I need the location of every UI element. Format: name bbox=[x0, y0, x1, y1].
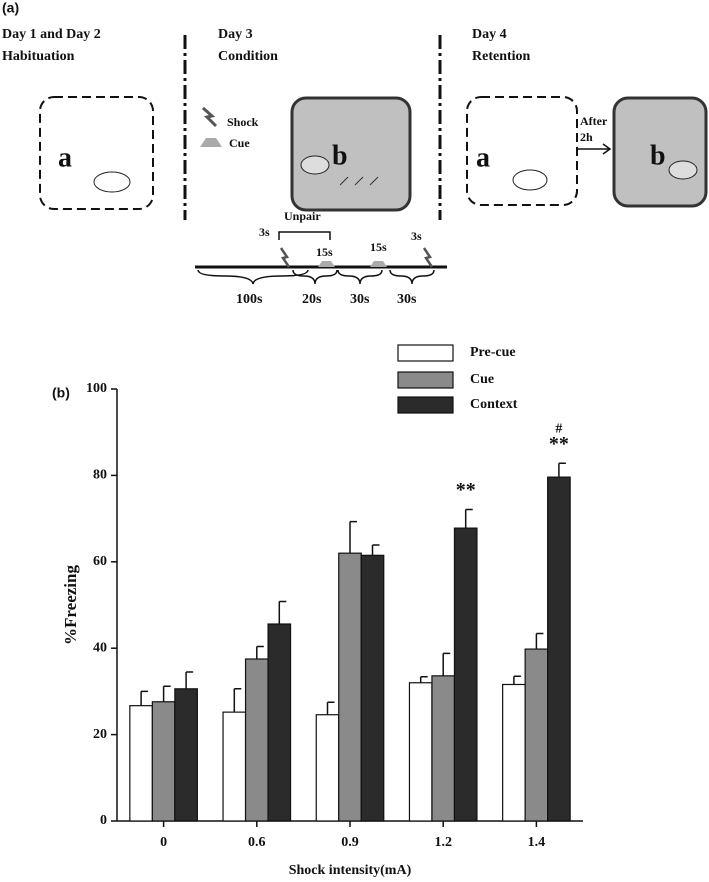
bar bbox=[431, 675, 456, 822]
bar bbox=[315, 714, 340, 822]
timeline-label: 100s bbox=[236, 292, 263, 307]
arrow-label: 2h bbox=[580, 130, 593, 144]
chamber-label: b bbox=[332, 140, 348, 171]
stage-title: Day 3 bbox=[218, 27, 253, 42]
stage-subtitle: Retention bbox=[472, 49, 531, 64]
error-bar bbox=[256, 645, 264, 659]
bar bbox=[174, 688, 198, 822]
legend-label: Pre-cue bbox=[470, 345, 516, 360]
timeline-label: 20s bbox=[302, 292, 322, 307]
error-bar bbox=[371, 544, 380, 556]
mouse bbox=[512, 169, 548, 191]
cue-icon bbox=[318, 261, 387, 267]
stage-title: Day 4 bbox=[472, 27, 507, 42]
error-bar bbox=[442, 652, 451, 676]
stage-subtitle: Condition bbox=[218, 49, 278, 64]
mouse bbox=[300, 155, 330, 175]
y-tick-label: 80 bbox=[93, 468, 107, 483]
legend-label: Context bbox=[470, 397, 518, 412]
x-tick-label: 0.9 bbox=[341, 835, 359, 850]
cue-icon bbox=[200, 138, 222, 147]
error-bar bbox=[419, 675, 428, 683]
legend-swatch bbox=[397, 344, 454, 362]
panel-a: (a) Day 1 and Day 2 Habituation a Day 3 … bbox=[2, 0, 708, 307]
floor bbox=[339, 176, 379, 186]
error-bar bbox=[326, 701, 335, 715]
bar bbox=[502, 683, 526, 822]
error-bar bbox=[185, 671, 194, 689]
error-bar bbox=[535, 632, 544, 650]
arrow-label: After bbox=[580, 114, 608, 128]
bar bbox=[222, 711, 247, 822]
error-bar bbox=[233, 688, 242, 713]
y-axis-title: %Freezing bbox=[61, 565, 80, 645]
y-tick-label: 100 bbox=[86, 381, 107, 396]
x-tick-label: 1.2 bbox=[434, 835, 452, 850]
legend-text: Cue bbox=[229, 136, 250, 150]
error-bar bbox=[140, 690, 149, 706]
stage-title: Day 1 and Day 2 bbox=[2, 27, 101, 42]
brace bbox=[197, 269, 435, 285]
bar bbox=[360, 554, 385, 822]
chamber bbox=[39, 96, 154, 210]
error-bar bbox=[464, 508, 473, 529]
legend-swatch bbox=[397, 371, 454, 389]
y-tick-label: 40 bbox=[93, 640, 107, 655]
bar bbox=[547, 476, 571, 822]
significance-mark: ** bbox=[549, 433, 569, 455]
timeline-label: Unpair bbox=[284, 209, 321, 223]
bar bbox=[244, 658, 269, 822]
chamber bbox=[466, 96, 578, 206]
chamber-label: a bbox=[476, 142, 490, 173]
error-bar bbox=[162, 685, 171, 702]
arrow bbox=[577, 143, 612, 155]
panel-label: (b) bbox=[52, 385, 70, 401]
error-bar bbox=[513, 675, 521, 685]
chamber-label: a bbox=[58, 142, 72, 173]
timeline-label: 30s bbox=[350, 292, 370, 307]
mouse bbox=[93, 171, 131, 193]
y-tick-label: 20 bbox=[93, 727, 107, 742]
panel-label: (a) bbox=[2, 0, 19, 16]
chamber-label: b bbox=[650, 140, 666, 171]
bar bbox=[408, 682, 433, 822]
error-bar bbox=[278, 600, 287, 625]
significance-mark: # bbox=[555, 422, 562, 437]
bar bbox=[524, 648, 549, 822]
shock-icon bbox=[202, 106, 218, 128]
x-tick-label: 0 bbox=[160, 835, 167, 850]
shock-icon bbox=[422, 247, 434, 268]
legend-text: Shock bbox=[227, 115, 259, 129]
x-axis-title: Shock intensity(mA) bbox=[289, 863, 412, 878]
panel-b: (b) %Freezing Shock intensity(mA) bbox=[52, 385, 412, 879]
legend-label: Cue bbox=[470, 372, 494, 387]
bar bbox=[129, 705, 153, 822]
error-bar bbox=[558, 462, 566, 478]
significance-mark: ** bbox=[456, 479, 476, 501]
y-tick-label: 0 bbox=[100, 813, 107, 828]
x-tick-label: 1.4 bbox=[528, 835, 546, 850]
chamber bbox=[290, 96, 412, 212]
bar bbox=[338, 552, 362, 822]
legend-swatch bbox=[397, 396, 454, 414]
timeline-label: 15s bbox=[316, 245, 333, 259]
timeline-label: 3s bbox=[259, 225, 270, 239]
timeline-label: 3s bbox=[411, 229, 422, 243]
bar bbox=[267, 623, 292, 822]
timeline-label: 15s bbox=[370, 240, 387, 254]
timeline-label: 30s bbox=[397, 292, 417, 307]
mouse bbox=[668, 160, 698, 180]
error-bar bbox=[349, 520, 357, 554]
stage-subtitle: Habituation bbox=[2, 49, 75, 64]
bar bbox=[453, 527, 478, 822]
shock-icon bbox=[279, 247, 291, 268]
y-tick-label: 60 bbox=[93, 554, 107, 569]
unpair-bracket bbox=[278, 231, 331, 240]
bar bbox=[151, 701, 176, 822]
x-tick-label: 0.6 bbox=[248, 835, 266, 850]
